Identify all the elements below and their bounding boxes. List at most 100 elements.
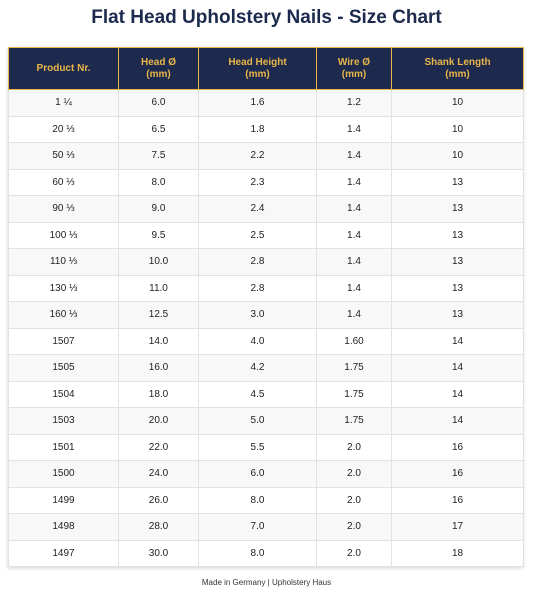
cell-shank-length: 18 xyxy=(391,539,524,567)
footer-text: Made in Germany | Upholstery Haus xyxy=(201,578,332,587)
cell-product-nr: 1499 xyxy=(8,486,119,514)
cell-head-height: 8.0 xyxy=(198,486,317,514)
cell-head-height: 2.3 xyxy=(198,168,317,196)
table-row: 160 ⅓ 12.5 3.0 1.4 13 xyxy=(8,301,524,329)
cell-head-diameter: 14.0 xyxy=(118,327,199,355)
cell-product-nr: 1501 xyxy=(8,433,119,461)
cell-wire-diameter: 1.75 xyxy=(316,354,392,382)
cell-head-height: 8.0 xyxy=(198,539,317,567)
cell-head-height: 2.5 xyxy=(198,221,317,249)
cell-shank-length: 13 xyxy=(391,195,524,223)
cell-head-diameter: 22.0 xyxy=(118,433,199,461)
cell-head-height: 2.8 xyxy=(198,248,317,276)
table-row: 1501 22.0 5.5 2.0 16 xyxy=(8,433,524,461)
table-row: 1500 24.0 6.0 2.0 16 xyxy=(8,460,524,488)
header-head-height: Head Height (mm) xyxy=(198,47,317,90)
cell-head-diameter: 18.0 xyxy=(118,380,199,408)
cell-head-height: 6.0 xyxy=(198,460,317,488)
cell-shank-length: 14 xyxy=(391,354,524,382)
cell-product-nr: 90 ⅓ xyxy=(8,195,119,223)
size-chart-table-container: Product Nr. Head Ø (mm) Head Height (mm)… xyxy=(8,47,524,567)
cell-head-diameter: 6.0 xyxy=(118,89,199,117)
table-row: 90 ⅓ 9.0 2.4 1.4 13 xyxy=(8,195,524,223)
cell-product-nr: 20 ⅓ xyxy=(8,115,119,143)
cell-product-nr: 1505 xyxy=(8,354,119,382)
table-row: 1498 28.0 7.0 2.0 17 xyxy=(8,513,524,541)
cell-wire-diameter: 1.4 xyxy=(316,248,392,276)
cell-head-diameter: 20.0 xyxy=(118,407,199,435)
cell-head-height: 5.0 xyxy=(198,407,317,435)
cell-shank-length: 10 xyxy=(391,89,524,117)
header-shank-length: Shank Length (mm) xyxy=(391,47,524,90)
cell-head-height: 3.0 xyxy=(198,301,317,329)
cell-head-height: 4.0 xyxy=(198,327,317,355)
cell-wire-diameter: 1.4 xyxy=(316,168,392,196)
cell-head-diameter: 10.0 xyxy=(118,248,199,276)
cell-product-nr: 1500 xyxy=(8,460,119,488)
header-product-nr: Product Nr. xyxy=(8,47,119,90)
cell-product-nr: 110 ⅓ xyxy=(8,248,119,276)
cell-shank-length: 10 xyxy=(391,142,524,170)
cell-shank-length: 13 xyxy=(391,301,524,329)
cell-shank-length: 14 xyxy=(391,407,524,435)
cell-shank-length: 16 xyxy=(391,486,524,514)
cell-shank-length: 13 xyxy=(391,168,524,196)
cell-head-height: 2.8 xyxy=(198,274,317,302)
cell-product-nr: 50 ⅓ xyxy=(8,142,119,170)
cell-product-nr: 1497 xyxy=(8,539,119,567)
cell-head-height: 7.0 xyxy=(198,513,317,541)
cell-wire-diameter: 1.4 xyxy=(316,301,392,329)
cell-wire-diameter: 1.2 xyxy=(316,89,392,117)
cell-head-height: 1.6 xyxy=(198,89,317,117)
table-row: 130 ⅓ 11.0 2.8 1.4 13 xyxy=(8,274,524,302)
cell-product-nr: 1 ¼ xyxy=(8,89,119,117)
cell-wire-diameter: 1.4 xyxy=(316,142,392,170)
cell-head-diameter: 9.0 xyxy=(118,195,199,223)
cell-head-height: 5.5 xyxy=(198,433,317,461)
table-row: 110 ⅓ 10.0 2.8 1.4 13 xyxy=(8,248,524,276)
cell-head-height: 2.4 xyxy=(198,195,317,223)
cell-shank-length: 13 xyxy=(391,274,524,302)
cell-head-diameter: 8.0 xyxy=(118,168,199,196)
table-row: 1497 30.0 8.0 2.0 18 xyxy=(8,539,524,567)
cell-product-nr: 1507 xyxy=(8,327,119,355)
table-body: 1 ¼ 6.0 1.6 1.2 10 20 ⅓ 6.5 1.8 1.4 10 50 ⅓ 7.5 2.2 1… xyxy=(8,89,524,567)
cell-wire-diameter: 2.0 xyxy=(316,539,392,567)
cell-product-nr: 130 ⅓ xyxy=(8,274,119,302)
cell-product-nr: 1498 xyxy=(8,513,119,541)
cell-shank-length: 13 xyxy=(391,248,524,276)
cell-wire-diameter: 1.4 xyxy=(316,115,392,143)
cell-shank-length: 14 xyxy=(391,327,524,355)
cell-head-diameter: 6.5 xyxy=(118,115,199,143)
cell-head-diameter: 26.0 xyxy=(118,486,199,514)
cell-head-height: 1.8 xyxy=(198,115,317,143)
cell-product-nr: 60 ⅓ xyxy=(8,168,119,196)
cell-head-height: 4.2 xyxy=(198,354,317,382)
cell-head-diameter: 24.0 xyxy=(118,460,199,488)
cell-shank-length: 17 xyxy=(391,513,524,541)
cell-head-diameter: 9.5 xyxy=(118,221,199,249)
table-row: 60 ⅓ 8.0 2.3 1.4 13 xyxy=(8,168,524,196)
table-row: 1 ¼ 6.0 1.6 1.2 10 xyxy=(8,89,524,117)
cell-wire-diameter: 2.0 xyxy=(316,433,392,461)
table-row: 50 ⅓ 7.5 2.2 1.4 10 xyxy=(8,142,524,170)
cell-head-diameter: 12.5 xyxy=(118,301,199,329)
header-head-diameter: Head Ø (mm) xyxy=(118,47,199,90)
cell-wire-diameter: 1.75 xyxy=(316,407,392,435)
header-row: Product Nr. Head Ø (mm) Head Height (mm)… xyxy=(8,47,524,90)
header-wire-diameter: Wire Ø (mm) xyxy=(316,47,392,90)
cell-shank-length: 16 xyxy=(391,433,524,461)
cell-wire-diameter: 2.0 xyxy=(316,460,392,488)
cell-head-height: 2.2 xyxy=(198,142,317,170)
table-row: 1505 16.0 4.2 1.75 14 xyxy=(8,354,524,382)
cell-shank-length: 14 xyxy=(391,380,524,408)
table-row: 1504 18.0 4.5 1.75 14 xyxy=(8,380,524,408)
cell-wire-diameter: 1.75 xyxy=(316,380,392,408)
cell-head-diameter: 11.0 xyxy=(118,274,199,302)
cell-shank-length: 13 xyxy=(391,221,524,249)
cell-shank-length: 16 xyxy=(391,460,524,488)
cell-head-diameter: 30.0 xyxy=(118,539,199,567)
table-row: 20 ⅓ 6.5 1.8 1.4 10 xyxy=(8,115,524,143)
page-title: Flat Head Upholstery Nails - Size Chart xyxy=(91,7,442,28)
